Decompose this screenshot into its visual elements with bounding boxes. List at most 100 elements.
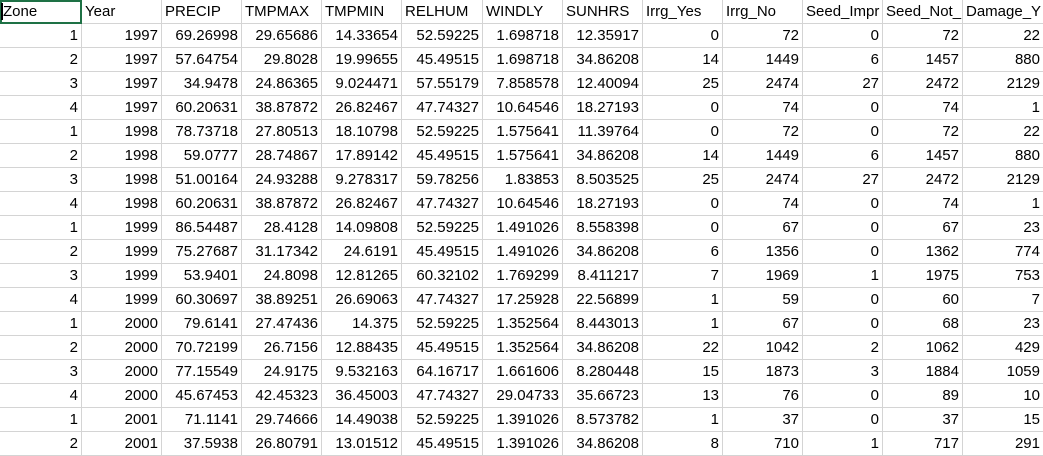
table-cell[interactable]: 0: [803, 408, 883, 432]
table-cell[interactable]: 1: [803, 264, 883, 288]
table-cell[interactable]: 8.558398: [563, 216, 643, 240]
table-cell[interactable]: 2: [0, 336, 82, 360]
table-cell[interactable]: 24.93288: [242, 168, 322, 192]
column-header-irrg-yes[interactable]: Irrg_Yes: [643, 0, 723, 24]
table-cell[interactable]: 14.33654: [322, 24, 402, 48]
table-cell[interactable]: 1: [803, 432, 883, 456]
table-cell[interactable]: 57.55179: [402, 72, 483, 96]
table-cell[interactable]: 1059: [963, 360, 1043, 384]
table-cell[interactable]: 59.0777: [162, 144, 242, 168]
table-cell[interactable]: 1969: [723, 264, 803, 288]
table-cell[interactable]: 13.01512: [322, 432, 402, 456]
table-cell[interactable]: 1457: [883, 144, 963, 168]
table-cell[interactable]: 1998: [82, 192, 162, 216]
table-cell[interactable]: 2: [0, 48, 82, 72]
table-cell[interactable]: 29.04733: [483, 384, 563, 408]
table-cell[interactable]: 1999: [82, 288, 162, 312]
table-cell[interactable]: 8.411217: [563, 264, 643, 288]
table-cell[interactable]: 59.78256: [402, 168, 483, 192]
table-cell[interactable]: 429: [963, 336, 1043, 360]
table-cell[interactable]: 64.16717: [402, 360, 483, 384]
table-cell[interactable]: 4: [0, 192, 82, 216]
table-cell[interactable]: 1997: [82, 96, 162, 120]
table-cell[interactable]: 17.89142: [322, 144, 402, 168]
table-cell[interactable]: 79.6141: [162, 312, 242, 336]
table-cell[interactable]: 0: [803, 192, 883, 216]
column-header-irrg-no[interactable]: Irrg_No: [723, 0, 803, 24]
table-cell[interactable]: 69.26998: [162, 24, 242, 48]
table-cell[interactable]: 51.00164: [162, 168, 242, 192]
table-cell[interactable]: 52.59225: [402, 120, 483, 144]
table-cell[interactable]: 34.86208: [563, 144, 643, 168]
table-cell[interactable]: 89: [883, 384, 963, 408]
table-cell[interactable]: 31.17342: [242, 240, 322, 264]
table-cell[interactable]: 8.503525: [563, 168, 643, 192]
table-cell[interactable]: 72: [883, 24, 963, 48]
table-cell[interactable]: 36.45003: [322, 384, 402, 408]
table-cell[interactable]: 1042: [723, 336, 803, 360]
table-cell[interactable]: 3: [803, 360, 883, 384]
table-cell[interactable]: 0: [643, 24, 723, 48]
table-cell[interactable]: 23: [963, 312, 1043, 336]
table-cell[interactable]: 9.024471: [322, 72, 402, 96]
table-cell[interactable]: 42.45323: [242, 384, 322, 408]
table-cell[interactable]: 15: [643, 360, 723, 384]
table-cell[interactable]: 6: [643, 240, 723, 264]
table-cell[interactable]: 1.352564: [483, 312, 563, 336]
table-cell[interactable]: 1997: [82, 48, 162, 72]
table-cell[interactable]: 1449: [723, 144, 803, 168]
table-cell[interactable]: 29.8028: [242, 48, 322, 72]
table-cell[interactable]: 6: [803, 48, 883, 72]
table-cell[interactable]: 0: [803, 312, 883, 336]
table-cell[interactable]: 2129: [963, 168, 1043, 192]
table-cell[interactable]: 70.72199: [162, 336, 242, 360]
table-cell[interactable]: 34.86208: [563, 336, 643, 360]
table-cell[interactable]: 1.575641: [483, 120, 563, 144]
table-cell[interactable]: 0: [643, 192, 723, 216]
table-cell[interactable]: 26.80791: [242, 432, 322, 456]
table-cell[interactable]: 1998: [82, 144, 162, 168]
table-cell[interactable]: 7: [963, 288, 1043, 312]
table-cell[interactable]: 1: [643, 312, 723, 336]
table-cell[interactable]: 1.575641: [483, 144, 563, 168]
table-cell[interactable]: 26.82467: [322, 192, 402, 216]
table-cell[interactable]: 37: [723, 408, 803, 432]
table-cell[interactable]: 1884: [883, 360, 963, 384]
table-cell[interactable]: 24.86365: [242, 72, 322, 96]
table-cell[interactable]: 12.40094: [563, 72, 643, 96]
table-cell[interactable]: 77.15549: [162, 360, 242, 384]
table-cell[interactable]: 1999: [82, 216, 162, 240]
table-cell[interactable]: 774: [963, 240, 1043, 264]
table-cell[interactable]: 22: [963, 24, 1043, 48]
column-header-precip[interactable]: PRECIP: [162, 0, 242, 24]
table-cell[interactable]: 19.99655: [322, 48, 402, 72]
table-cell[interactable]: 35.66723: [563, 384, 643, 408]
table-cell[interactable]: 1: [0, 120, 82, 144]
table-cell[interactable]: 7: [643, 264, 723, 288]
table-cell[interactable]: 18.27193: [563, 192, 643, 216]
table-cell[interactable]: 74: [883, 192, 963, 216]
table-cell[interactable]: 26.82467: [322, 96, 402, 120]
table-cell[interactable]: 27.47436: [242, 312, 322, 336]
table-cell[interactable]: 1997: [82, 72, 162, 96]
table-cell[interactable]: 24.8098: [242, 264, 322, 288]
table-cell[interactable]: 2472: [883, 168, 963, 192]
table-cell[interactable]: 0: [803, 216, 883, 240]
column-header-tmpmin[interactable]: TMPMIN: [322, 0, 402, 24]
table-cell[interactable]: 1356: [723, 240, 803, 264]
table-cell[interactable]: 880: [963, 48, 1043, 72]
table-cell[interactable]: 24.6191: [322, 240, 402, 264]
table-cell[interactable]: 45.67453: [162, 384, 242, 408]
table-cell[interactable]: 71.1141: [162, 408, 242, 432]
table-cell[interactable]: 0: [803, 120, 883, 144]
table-cell[interactable]: 4: [0, 288, 82, 312]
table-cell[interactable]: 0: [803, 384, 883, 408]
table-cell[interactable]: 67: [883, 216, 963, 240]
table-cell[interactable]: 8.443013: [563, 312, 643, 336]
table-cell[interactable]: 6: [803, 144, 883, 168]
table-cell[interactable]: 60.32102: [402, 264, 483, 288]
table-cell[interactable]: 28.74867: [242, 144, 322, 168]
table-cell[interactable]: 22: [963, 120, 1043, 144]
table-cell[interactable]: 15: [963, 408, 1043, 432]
column-header-sunhrs[interactable]: SUNHRS: [563, 0, 643, 24]
